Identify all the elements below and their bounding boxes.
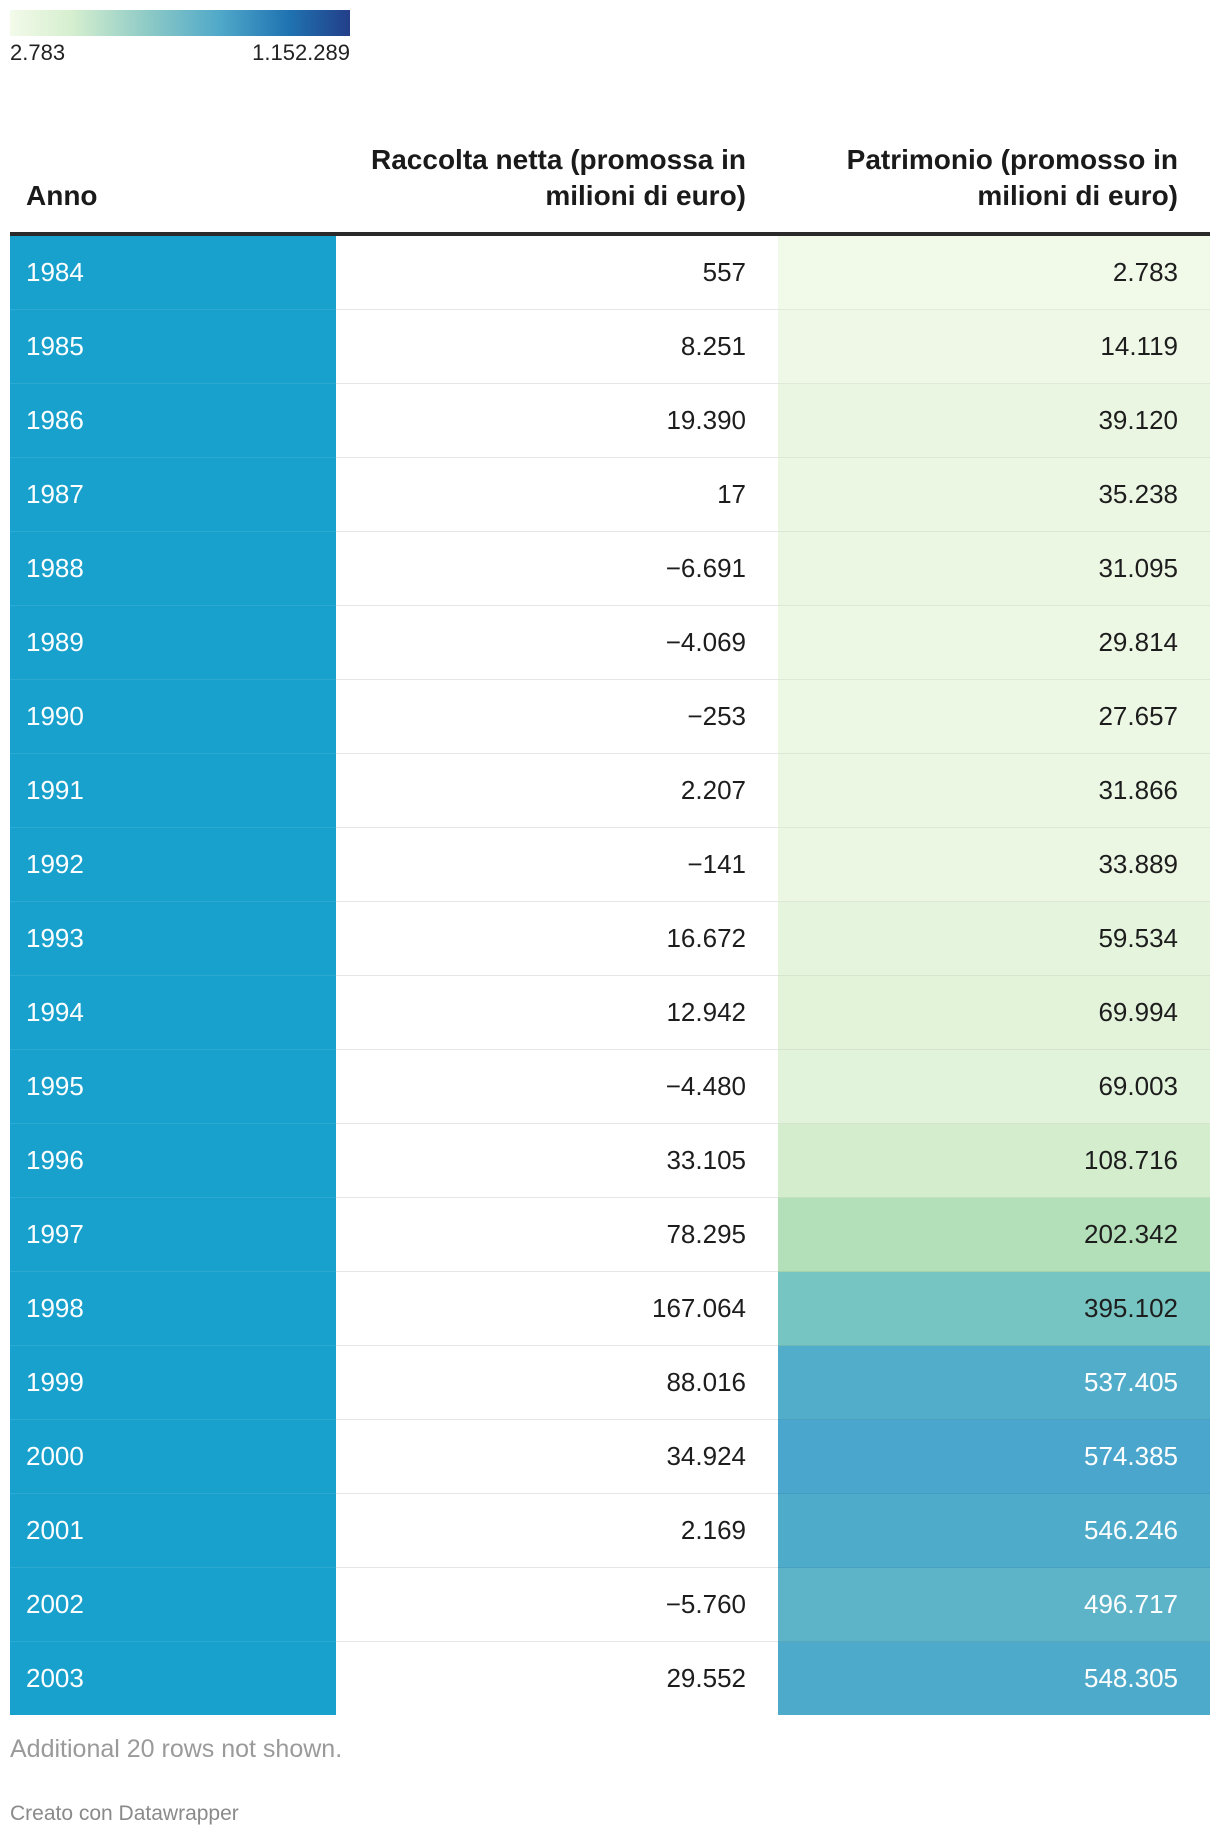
table-row: 2001 2.169 546.246 bbox=[10, 1493, 1210, 1568]
legend-max-label: 1.152.289 bbox=[252, 40, 350, 65]
cell-patrimonio: 33.889 bbox=[778, 827, 1210, 902]
cell-raccolta: 78.295 bbox=[336, 1197, 778, 1272]
cell-raccolta: 17 bbox=[336, 457, 778, 532]
color-legend: 2.783 1.152.289 bbox=[10, 10, 350, 70]
table-row: 1984 557 2.783 bbox=[10, 234, 1210, 310]
table-row: 1991 2.207 31.866 bbox=[10, 753, 1210, 828]
cell-anno: 2001 bbox=[10, 1493, 336, 1568]
table-row: 1987 17 35.238 bbox=[10, 457, 1210, 532]
data-table: Anno Raccolta netta (promossa in milioni… bbox=[10, 112, 1210, 1715]
column-header-patrimonio[interactable]: Patrimonio (promosso in milioni di euro) bbox=[778, 112, 1210, 236]
cell-anno: 1997 bbox=[10, 1197, 336, 1272]
cell-raccolta: 2.169 bbox=[336, 1493, 778, 1568]
table-row: 1989 −4.069 29.814 bbox=[10, 605, 1210, 680]
table-row: 1988 −6.691 31.095 bbox=[10, 531, 1210, 606]
cell-raccolta: −4.069 bbox=[336, 605, 778, 680]
cell-anno: 1998 bbox=[10, 1271, 336, 1346]
cell-raccolta: 167.064 bbox=[336, 1271, 778, 1346]
cell-anno: 1984 bbox=[10, 234, 336, 310]
table-row: 1994 12.942 69.994 bbox=[10, 975, 1210, 1050]
cell-anno: 1987 bbox=[10, 457, 336, 532]
table-row: 1992 −141 33.889 bbox=[10, 827, 1210, 902]
table-header-row: Anno Raccolta netta (promossa in milioni… bbox=[10, 112, 1210, 236]
cell-anno: 2000 bbox=[10, 1419, 336, 1494]
table-row: 1986 19.390 39.120 bbox=[10, 383, 1210, 458]
cell-anno: 1993 bbox=[10, 901, 336, 976]
cell-patrimonio: 496.717 bbox=[778, 1567, 1210, 1642]
cell-anno: 1991 bbox=[10, 753, 336, 828]
cell-raccolta: 34.924 bbox=[336, 1419, 778, 1494]
table-body: 1984 557 2.783 1985 8.251 14.119 1986 19.390 39.… bbox=[10, 234, 1210, 1715]
cell-raccolta: 16.672 bbox=[336, 901, 778, 976]
cell-raccolta: 12.942 bbox=[336, 975, 778, 1050]
cell-patrimonio: 108.716 bbox=[778, 1123, 1210, 1198]
table-row: 2000 34.924 574.385 bbox=[10, 1419, 1210, 1494]
cell-patrimonio: 537.405 bbox=[778, 1345, 1210, 1420]
cell-raccolta: −5.760 bbox=[336, 1567, 778, 1642]
column-header-raccolta[interactable]: Raccolta netta (promossa in milioni di e… bbox=[336, 112, 778, 236]
cell-patrimonio: 27.657 bbox=[778, 679, 1210, 754]
cell-patrimonio: 395.102 bbox=[778, 1271, 1210, 1346]
cell-anno: 1989 bbox=[10, 605, 336, 680]
cell-raccolta: 29.552 bbox=[336, 1641, 778, 1715]
cell-raccolta: 33.105 bbox=[336, 1123, 778, 1198]
cell-anno: 1995 bbox=[10, 1049, 336, 1124]
cell-anno: 2002 bbox=[10, 1567, 336, 1642]
cell-raccolta: 2.207 bbox=[336, 753, 778, 828]
cell-raccolta: 19.390 bbox=[336, 383, 778, 458]
cell-patrimonio: 29.814 bbox=[778, 605, 1210, 680]
cell-patrimonio: 39.120 bbox=[778, 383, 1210, 458]
legend-gradient-bar bbox=[10, 10, 350, 36]
cell-anno: 1985 bbox=[10, 309, 336, 384]
legend-min-label: 2.783 bbox=[10, 40, 66, 65]
rows-hidden-note: Additional 20 rows not shown. bbox=[10, 1735, 343, 1763]
cell-patrimonio: 59.534 bbox=[778, 901, 1210, 976]
cell-anno: 1992 bbox=[10, 827, 336, 902]
cell-anno: 1986 bbox=[10, 383, 336, 458]
column-header-anno[interactable]: Anno bbox=[10, 112, 336, 236]
cell-raccolta: −141 bbox=[336, 827, 778, 902]
table-row: 1985 8.251 14.119 bbox=[10, 309, 1210, 384]
table-row: 1995 −4.480 69.003 bbox=[10, 1049, 1210, 1124]
cell-patrimonio: 548.305 bbox=[778, 1641, 1210, 1715]
cell-raccolta: −4.480 bbox=[336, 1049, 778, 1124]
cell-patrimonio: 2.783 bbox=[778, 234, 1210, 310]
cell-patrimonio: 35.238 bbox=[778, 457, 1210, 532]
cell-patrimonio: 14.119 bbox=[778, 309, 1210, 384]
cell-anno: 2003 bbox=[10, 1641, 336, 1715]
cell-raccolta: 8.251 bbox=[336, 309, 778, 384]
cell-raccolta: −253 bbox=[336, 679, 778, 754]
cell-patrimonio: 31.095 bbox=[778, 531, 1210, 606]
cell-anno: 1999 bbox=[10, 1345, 336, 1420]
cell-patrimonio: 69.994 bbox=[778, 975, 1210, 1050]
table-row: 1993 16.672 59.534 bbox=[10, 901, 1210, 976]
cell-anno: 1990 bbox=[10, 679, 336, 754]
table-row: 1996 33.105 108.716 bbox=[10, 1123, 1210, 1198]
cell-patrimonio: 69.003 bbox=[778, 1049, 1210, 1124]
table-row: 1999 88.016 537.405 bbox=[10, 1345, 1210, 1420]
cell-anno: 1994 bbox=[10, 975, 336, 1050]
cell-raccolta: 88.016 bbox=[336, 1345, 778, 1420]
cell-raccolta: 557 bbox=[336, 234, 778, 310]
table-row: 1990 −253 27.657 bbox=[10, 679, 1210, 754]
table-row: 2002 −5.760 496.717 bbox=[10, 1567, 1210, 1642]
cell-patrimonio: 574.385 bbox=[778, 1419, 1210, 1494]
table-row: 1997 78.295 202.342 bbox=[10, 1197, 1210, 1272]
chart-container: 2.783 1.152.289 Anno Raccolta netta (pro… bbox=[10, 10, 1210, 1826]
cell-anno: 1996 bbox=[10, 1123, 336, 1198]
table-row: 2003 29.552 548.305 bbox=[10, 1641, 1210, 1715]
datawrapper-credit: Creato con Datawrapper bbox=[10, 1802, 239, 1825]
cell-patrimonio: 202.342 bbox=[778, 1197, 1210, 1272]
cell-patrimonio: 546.246 bbox=[778, 1493, 1210, 1568]
cell-raccolta: −6.691 bbox=[336, 531, 778, 606]
cell-patrimonio: 31.866 bbox=[778, 753, 1210, 828]
cell-anno: 1988 bbox=[10, 531, 336, 606]
table-row: 1998 167.064 395.102 bbox=[10, 1271, 1210, 1346]
